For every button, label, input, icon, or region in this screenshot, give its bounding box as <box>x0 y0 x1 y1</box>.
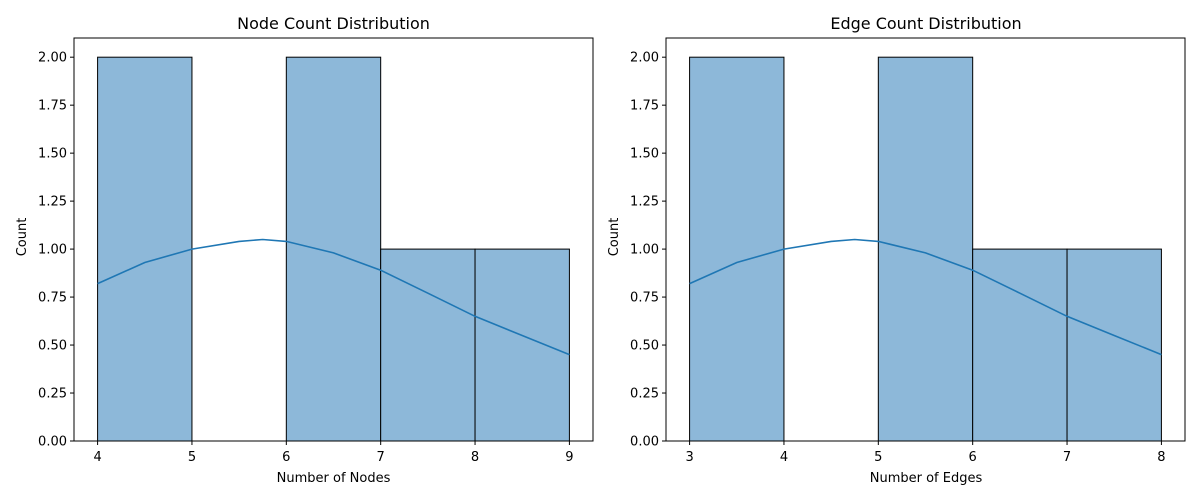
histogram-bar <box>285 56 382 442</box>
x-tick-label: 5 <box>874 450 882 465</box>
x-tick-label: 8 <box>1157 450 1165 465</box>
chart-title: Node Count Distribution <box>237 14 430 33</box>
y-axis-label: Count <box>607 218 622 257</box>
x-tick-label: 4 <box>780 450 788 465</box>
edge-count-chart: Edge Count Distribution Number of Edges … <box>607 14 1186 486</box>
y-tick-label: 0.50 <box>630 339 659 354</box>
histogram-bar <box>97 56 193 442</box>
y-tick-label: 1.25 <box>630 195 659 210</box>
y-tick-label: 1.50 <box>38 147 67 162</box>
plot-frame <box>665 37 1186 442</box>
node-count-chart: Node Count Distribution Number of Nodes … <box>15 14 594 486</box>
plot-frame <box>73 37 594 442</box>
x-tick-label: 5 <box>188 450 196 465</box>
x-tick-label: 6 <box>969 450 977 465</box>
y-tick-label: 0.00 <box>630 435 659 450</box>
y-tick-label: 2.00 <box>38 51 67 66</box>
y-tick-label: 1.00 <box>38 243 67 258</box>
y-tick-label: 0.00 <box>38 435 67 450</box>
y-tick-label: 0.25 <box>38 387 67 402</box>
chart-title: Edge Count Distribution <box>830 14 1021 33</box>
kde-line <box>97 238 570 356</box>
histogram-bar <box>1066 248 1162 442</box>
x-tick-label: 3 <box>685 450 693 465</box>
x-axis-label: Number of Edges <box>870 471 983 486</box>
histogram-bar <box>474 248 570 442</box>
x-tick-label: 4 <box>93 450 101 465</box>
kde-line <box>689 238 1162 356</box>
y-tick-label: 1.00 <box>630 243 659 258</box>
x-tick-label: 8 <box>471 450 479 465</box>
y-tick-label: 0.50 <box>38 339 67 354</box>
y-tick-label: 1.75 <box>38 99 67 114</box>
y-tick-label: 0.25 <box>630 387 659 402</box>
y-tick-label: 1.50 <box>630 147 659 162</box>
histogram-bar <box>972 248 1068 442</box>
y-tick-label: 1.75 <box>630 99 659 114</box>
x-tick-label: 9 <box>565 450 573 465</box>
histogram-bar <box>689 56 785 442</box>
y-tick-label: 2.00 <box>630 51 659 66</box>
y-tick-label: 1.25 <box>38 195 67 210</box>
y-axis-label: Count <box>15 218 30 257</box>
x-tick-label: 7 <box>1063 450 1071 465</box>
x-tick-label: 7 <box>377 450 385 465</box>
x-tick-label: 6 <box>282 450 290 465</box>
y-tick-label: 0.75 <box>630 291 659 306</box>
histogram-bar <box>877 56 974 442</box>
x-axis-label: Number of Nodes <box>277 471 391 486</box>
y-tick-label: 0.75 <box>38 291 67 306</box>
histogram-bar <box>380 248 476 442</box>
